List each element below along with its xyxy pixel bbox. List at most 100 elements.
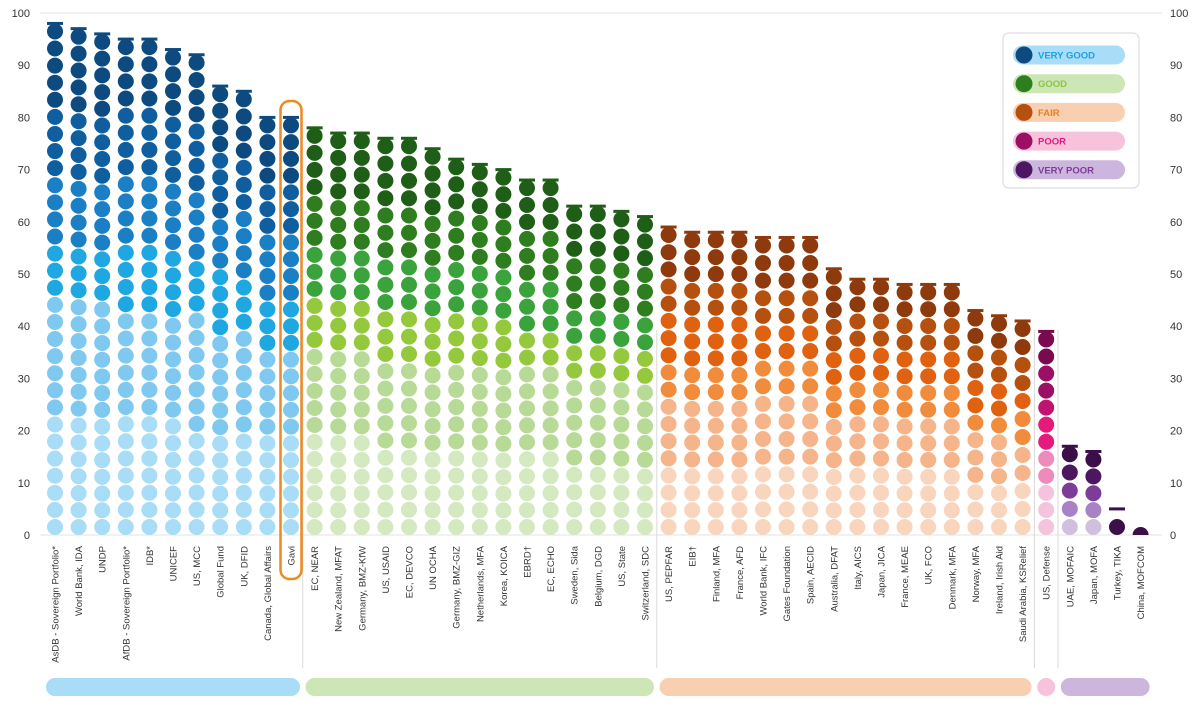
dot	[991, 400, 1007, 417]
dot	[755, 307, 771, 324]
dot	[613, 245, 630, 262]
dot	[873, 381, 889, 398]
dot	[306, 331, 323, 348]
dot	[283, 167, 299, 184]
dot	[471, 164, 488, 181]
dot	[117, 193, 134, 210]
dot	[283, 251, 299, 268]
dot	[471, 299, 488, 316]
dot	[330, 250, 347, 267]
y-axis-right: 0 10 20 30 40 50 60 70 80 90 100	[1170, 8, 1188, 542]
dot	[283, 268, 299, 284]
dot-column	[1014, 319, 1031, 535]
dot	[353, 300, 370, 317]
dot	[70, 28, 87, 45]
dot	[707, 316, 724, 333]
dot	[519, 451, 535, 468]
dot	[47, 143, 63, 160]
dot	[306, 382, 323, 399]
dot	[943, 418, 960, 435]
dot	[259, 318, 276, 335]
dot	[1038, 467, 1055, 484]
dot	[471, 350, 488, 367]
dot	[896, 368, 913, 385]
dot	[637, 317, 653, 334]
dot	[235, 176, 252, 193]
dot	[117, 90, 134, 107]
dot	[589, 519, 606, 535]
dot	[401, 484, 417, 501]
legend-item: VERY GOOD	[1013, 45, 1125, 65]
dot	[967, 432, 984, 449]
dot	[707, 502, 724, 519]
dot	[94, 401, 111, 418]
dot	[778, 360, 795, 377]
dot	[401, 224, 417, 241]
dot	[330, 502, 347, 519]
dot	[755, 483, 771, 500]
category-label: Gates Foundation	[782, 546, 793, 622]
dot	[519, 315, 535, 332]
dot	[778, 483, 795, 500]
column-cap	[70, 27, 87, 31]
dot	[212, 185, 229, 202]
dot	[519, 434, 535, 451]
legend-swatch	[1015, 46, 1033, 64]
column-cap	[637, 215, 653, 219]
dot	[330, 200, 347, 217]
dot	[1014, 356, 1031, 373]
dot	[684, 333, 701, 350]
dot	[306, 263, 323, 280]
dot-column	[117, 37, 134, 535]
y-tick-label: 100	[1170, 8, 1188, 20]
dot	[94, 67, 111, 84]
dot	[542, 281, 559, 298]
dot	[117, 159, 134, 176]
dot	[684, 502, 701, 519]
column-cap	[377, 136, 394, 140]
dot	[353, 519, 370, 535]
dot	[47, 467, 63, 484]
dot	[1014, 338, 1031, 355]
dot	[542, 247, 559, 264]
dot	[188, 71, 205, 88]
dot-column	[896, 282, 913, 535]
dot	[165, 183, 181, 200]
dot	[495, 519, 512, 535]
dot	[283, 117, 299, 134]
dot	[283, 385, 299, 402]
dot	[283, 150, 299, 167]
dot	[94, 334, 111, 351]
category-label: Canada, Global Affairs	[263, 546, 274, 641]
dot	[401, 242, 417, 259]
dot-column	[566, 204, 583, 535]
dot	[920, 502, 937, 519]
dot	[188, 226, 205, 243]
dot	[967, 449, 984, 466]
dot	[70, 180, 87, 197]
dot	[330, 468, 347, 485]
dot	[637, 250, 653, 267]
dot	[566, 501, 583, 518]
dot	[873, 296, 889, 313]
dot	[94, 301, 111, 318]
dot	[637, 418, 653, 435]
dot	[165, 150, 181, 167]
dot	[495, 402, 512, 419]
dot	[141, 364, 158, 381]
dot	[70, 265, 87, 282]
category-label: EIB†	[688, 546, 699, 567]
dot	[613, 330, 630, 347]
dot	[212, 119, 229, 136]
dot	[283, 435, 299, 452]
dot	[141, 296, 158, 313]
dot	[283, 401, 299, 418]
dot	[755, 272, 771, 289]
dot	[47, 125, 63, 142]
dot	[330, 334, 347, 351]
dot	[212, 235, 229, 252]
y-tick-label: 60	[1170, 217, 1182, 229]
dot	[70, 282, 87, 299]
dot	[283, 334, 299, 351]
dot	[141, 347, 158, 364]
